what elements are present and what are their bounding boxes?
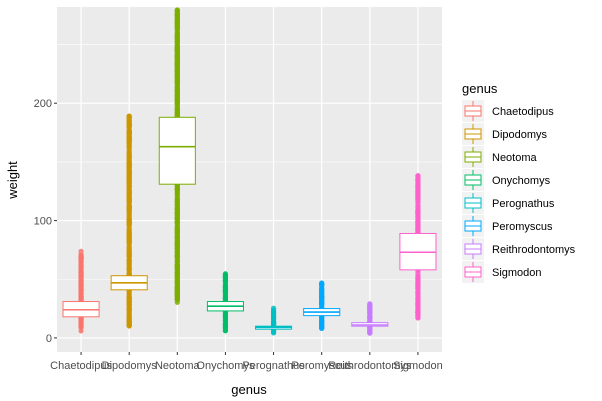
y-tick-label: 100 [34, 216, 52, 228]
legend-item-chaetodipus: Chaetodipus [462, 100, 554, 122]
legend-item-peromyscus: Peromyscus [462, 215, 553, 237]
point-stack [319, 283, 325, 327]
data-point [78, 248, 84, 254]
legend-item-sigmodon: Sigmodon [462, 261, 542, 283]
box-onychomys [206, 271, 244, 334]
axes: 0 100 200 ChaetodipusDipodomysNeotomaOnycho… [34, 98, 443, 372]
legend-label: Perognathus [492, 198, 555, 210]
box-peromyscus [303, 280, 341, 331]
legend: genus Chaetodipus Dipodomys Neotoma Onychom… [462, 81, 576, 283]
chart-marks [62, 7, 437, 336]
point-stack [78, 253, 84, 329]
point-stack [271, 309, 277, 332]
x-tick-label: Reithrodontomys [328, 360, 412, 372]
legend-label: Reithrodontomys [492, 244, 576, 256]
box-dipodomys [110, 113, 148, 329]
box-sigmodon [399, 173, 437, 321]
y-tick-label: 0 [46, 333, 52, 345]
box-reithrodontomys [351, 301, 389, 336]
x-tick-label: Chaetodipus [50, 360, 112, 372]
legend-label: Sigmodon [492, 267, 542, 279]
x-tick-label: Onychomys [196, 360, 255, 372]
x-tick-label: Sigmodon [393, 360, 443, 372]
y-tick-label: 200 [34, 98, 52, 110]
legend-item-reithrodontomys: Reithrodontomys [462, 238, 576, 260]
legend-item-dipodomys: Dipodomys [462, 123, 548, 145]
legend-item-neotoma: Neotoma [462, 146, 538, 168]
legend-label: Peromyscus [492, 221, 553, 233]
plot-panel [57, 7, 442, 352]
legend-label: Neotoma [492, 152, 538, 164]
x-tick-label: Neotoma [155, 360, 201, 372]
legend-label: Chaetodipus [492, 106, 554, 118]
legend-item-onychomys: Onychomys [462, 169, 551, 191]
box-perognathus [255, 305, 293, 336]
x-tick-label: Peromyscus [291, 360, 352, 372]
x-tick-label: Perognathus [242, 360, 305, 372]
y-axis-title: weight [5, 161, 20, 200]
legend-label: Dipodomys [492, 129, 548, 141]
data-point [319, 325, 325, 331]
x-tick-label: Dipodomys [102, 360, 158, 372]
box-chaetodipus [62, 248, 100, 334]
box-neotoma [158, 7, 196, 305]
legend-title: genus [462, 81, 498, 96]
point-stack [126, 116, 132, 325]
iqr-box [158, 116, 196, 185]
legend-item-perognathus: Perognathus [462, 192, 555, 214]
legend-label: Onychomys [492, 175, 551, 187]
point-stack [367, 304, 373, 332]
x-axis-title: genus [231, 382, 267, 397]
data-point [78, 328, 84, 334]
